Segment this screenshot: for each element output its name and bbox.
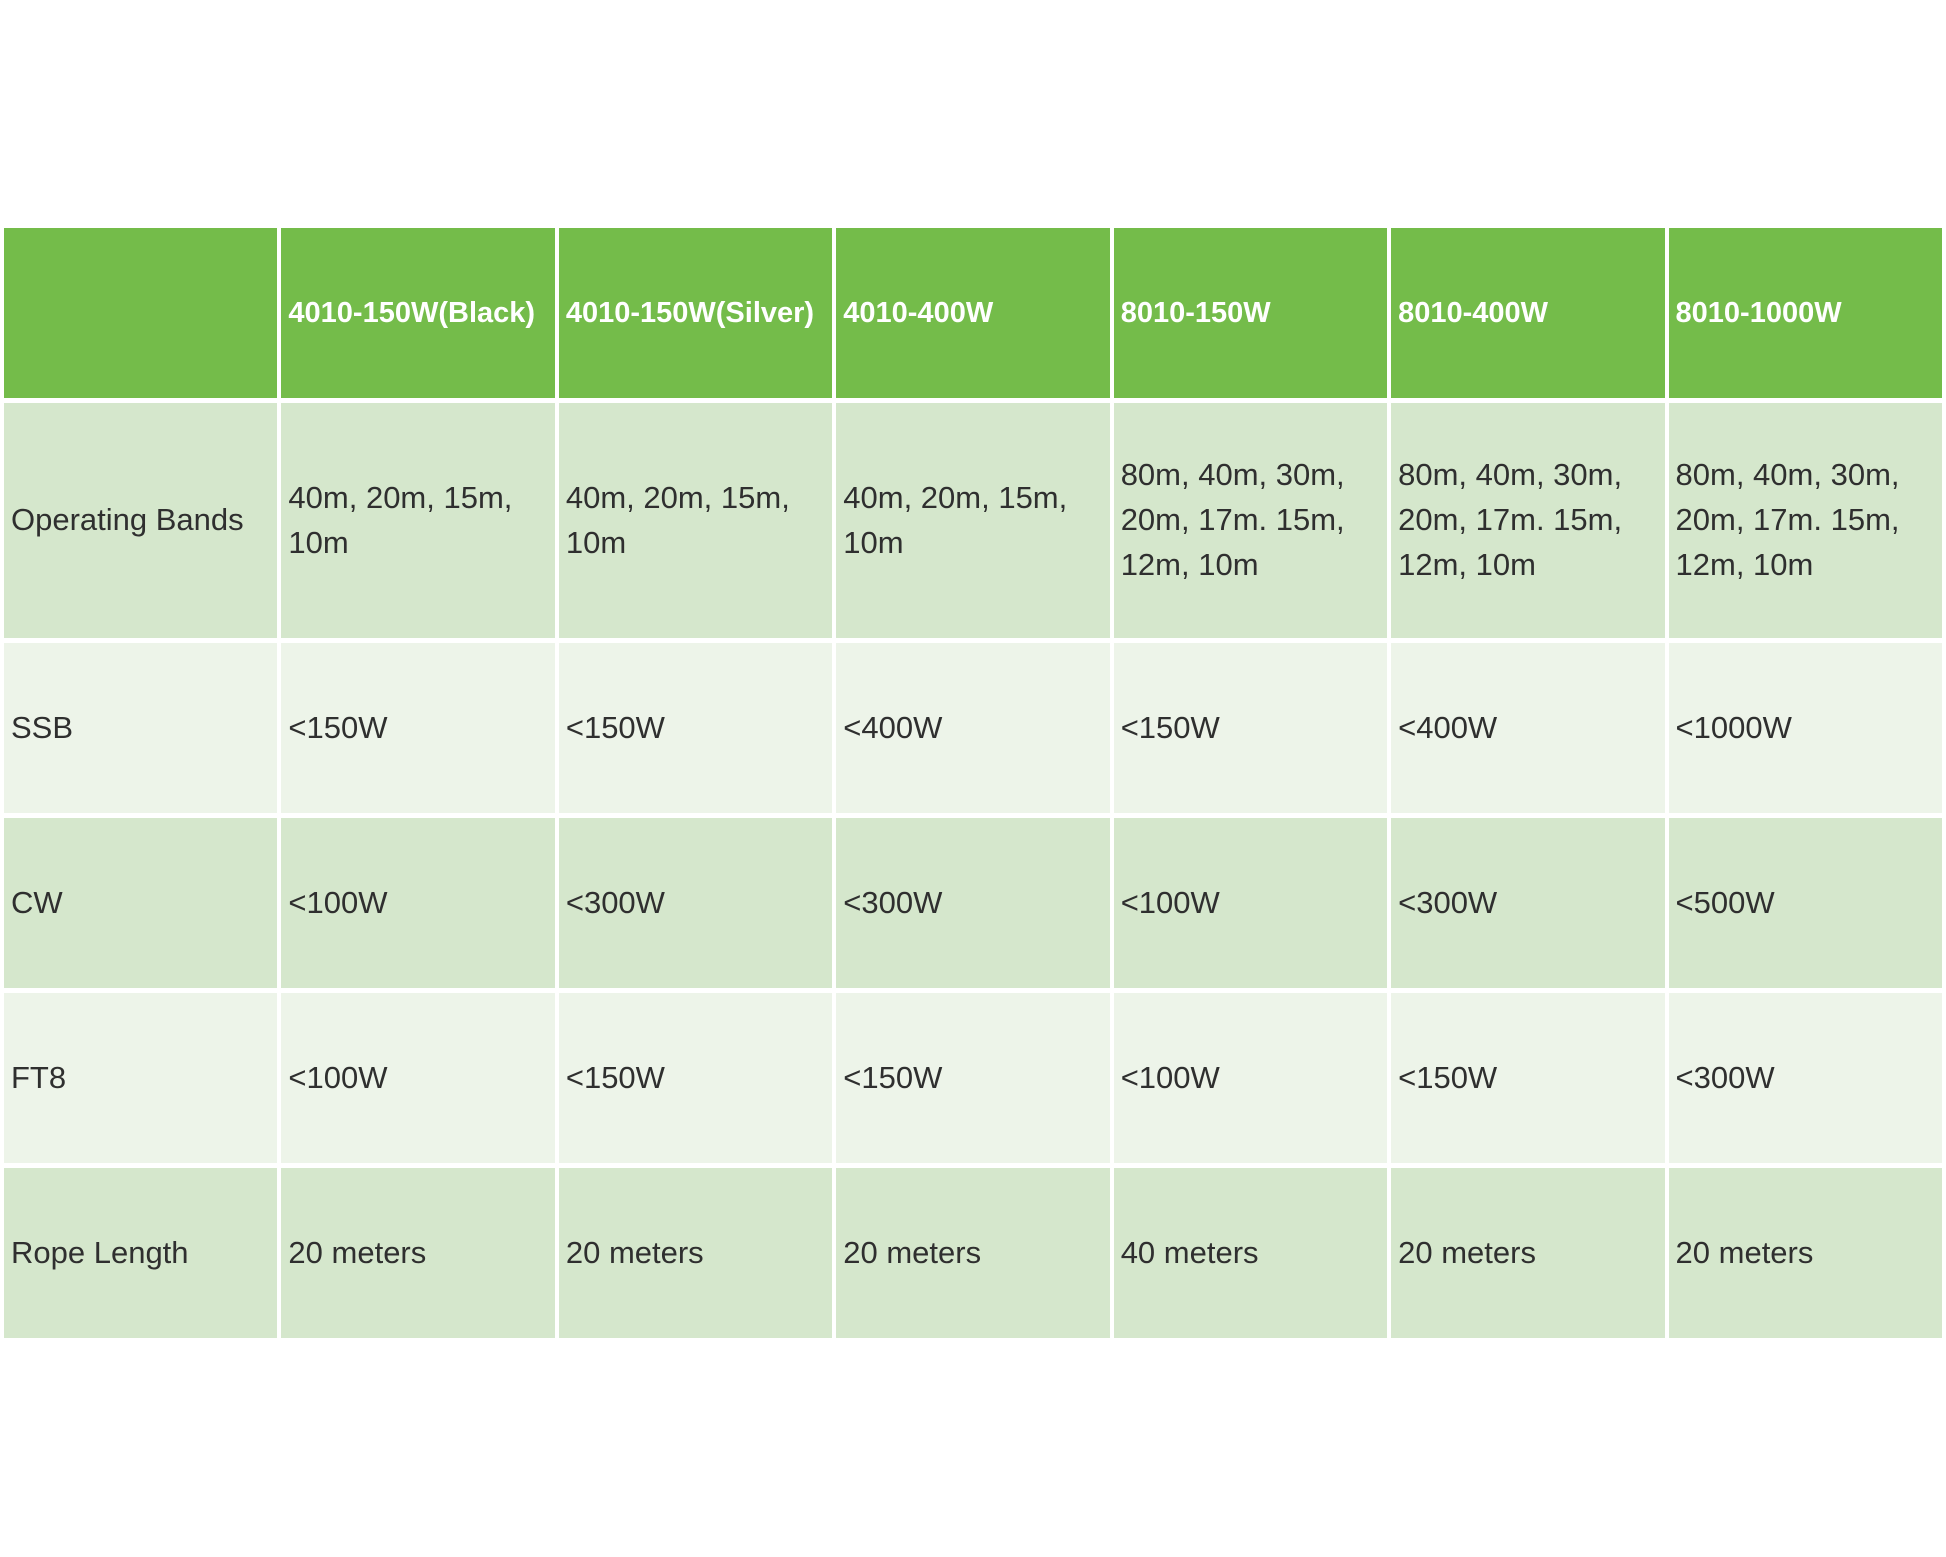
table-cell: <400W — [836, 643, 1110, 813]
header-row: 4010-150W(Black) 4010-150W(Silver) 4010-… — [4, 228, 1942, 398]
table-cell: <400W — [1391, 643, 1665, 813]
table-cell: <150W — [281, 643, 555, 813]
table-cell: 80m, 40m, 30m, 20m, 17m. 15m, 12m, 10m — [1391, 403, 1665, 638]
table-cell: <150W — [558, 993, 833, 1163]
table-cell: <1000W — [1668, 643, 1942, 813]
table-cell: <100W — [1113, 818, 1388, 988]
table-cell: <150W — [836, 993, 1110, 1163]
table-cell: 20 meters — [558, 1168, 833, 1338]
table-cell: <300W — [836, 818, 1110, 988]
table-cell: <300W — [1668, 993, 1942, 1163]
table-cell: 80m, 40m, 30m, 20m, 17m. 15m, 12m, 10m — [1668, 403, 1942, 638]
table-cell: <300W — [1391, 818, 1665, 988]
table-cell: 40m, 20m, 15m, 10m — [281, 403, 555, 638]
table-cell: <500W — [1668, 818, 1942, 988]
header-cell-4010-150w-silver: 4010-150W(Silver) — [558, 228, 833, 398]
header-cell-8010-150w: 8010-150W — [1113, 228, 1388, 398]
table-cell: 40m, 20m, 15m, 10m — [836, 403, 1110, 638]
table-cell: <100W — [281, 818, 555, 988]
header-cell-8010-400w: 8010-400W — [1391, 228, 1665, 398]
table-cell: 80m, 40m, 30m, 20m, 17m. 15m, 12m, 10m — [1113, 403, 1388, 638]
table-cell: <100W — [1113, 993, 1388, 1163]
table-cell: <150W — [558, 643, 833, 813]
row-cw: CW <100W <300W <300W <100W <300W <500W — [4, 818, 1942, 988]
table-cell: 40 meters — [1113, 1168, 1388, 1338]
row-label-rope-length: Rope Length — [4, 1168, 278, 1338]
header-cell-4010-400w: 4010-400W — [836, 228, 1110, 398]
header-cell-4010-150w-black: 4010-150W(Black) — [281, 228, 555, 398]
table-cell: 20 meters — [1668, 1168, 1942, 1338]
table-cell: 40m, 20m, 15m, 10m — [558, 403, 833, 638]
row-ft8: FT8 <100W <150W <150W <100W <150W <300W — [4, 993, 1942, 1163]
table-cell: <150W — [1391, 993, 1665, 1163]
table-cell: <150W — [1113, 643, 1388, 813]
row-label-operating-bands: Operating Bands — [4, 403, 278, 638]
table-cell: <300W — [558, 818, 833, 988]
corner-cell — [4, 228, 278, 398]
row-operating-bands: Operating Bands 40m, 20m, 15m, 10m 40m, … — [4, 403, 1942, 638]
row-ssb: SSB <150W <150W <400W <150W <400W <1000W — [4, 643, 1942, 813]
table-cell: 20 meters — [281, 1168, 555, 1338]
row-rope-length: Rope Length 20 meters 20 meters 20 meter… — [4, 1168, 1942, 1338]
table-cell: 20 meters — [1391, 1168, 1665, 1338]
product-spec-table: 4010-150W(Black) 4010-150W(Silver) 4010-… — [0, 223, 1946, 1343]
row-label-cw: CW — [4, 818, 278, 988]
table-cell: 20 meters — [836, 1168, 1110, 1338]
row-label-ft8: FT8 — [4, 993, 278, 1163]
row-label-ssb: SSB — [4, 643, 278, 813]
header-cell-8010-1000w: 8010-1000W — [1668, 228, 1942, 398]
table-cell: <100W — [281, 993, 555, 1163]
